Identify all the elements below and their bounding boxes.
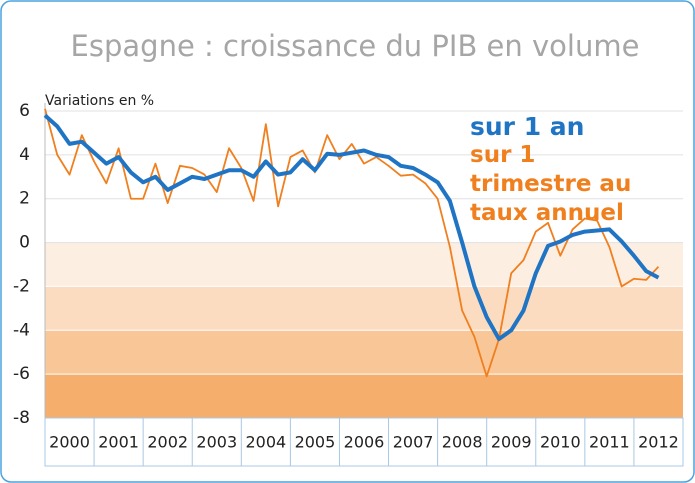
x-tick-label: 2007 (393, 433, 434, 452)
legend-entry: sur 1 trimestre au taux annuel (470, 142, 632, 226)
bands (45, 242, 683, 418)
y-tick-label: 0 (19, 233, 30, 253)
legend: sur 1 an sur 1 trimestre au taux annuel (470, 112, 660, 228)
x-tick-label: 2005 (295, 433, 336, 452)
band (45, 242, 683, 287)
y-tick-label: 6 (19, 101, 30, 121)
x-tick-label: 2008 (442, 433, 483, 452)
x-tick-label: 2011 (589, 433, 630, 452)
x-tick-label: 2010 (540, 433, 581, 452)
series-line (43, 113, 660, 342)
category-row (44, 417, 684, 467)
chart-title: Espagne : croissance du PIB en volume (71, 29, 640, 63)
y-tick-label: -6 (13, 364, 30, 384)
x-tick-label: 2001 (98, 433, 139, 452)
x-tick-label: 2003 (196, 433, 237, 452)
x-tick-label: 2002 (147, 433, 188, 452)
y-tick-label: -2 (13, 276, 30, 296)
band (45, 374, 683, 418)
x-tick-label: 2004 (245, 433, 286, 452)
grid: -8 -6 -4 -2 0 2 4 6 2000 2001 2002 2003 2004 2005 2006… (13, 101, 684, 467)
x-tick-label: 2000 (49, 433, 90, 452)
y-tick-label: -4 (13, 320, 30, 340)
x-tick-label: 2009 (491, 433, 532, 452)
band (45, 330, 683, 375)
y-tick-label: -8 (13, 408, 30, 428)
x-tick-label: 2006 (344, 433, 385, 452)
y-axis-label: Variations en % (45, 93, 154, 109)
y-tick-label: 4 (19, 145, 30, 165)
band (45, 286, 683, 331)
x-tick-label: 2012 (638, 433, 679, 452)
lines (43, 108, 660, 378)
y-tick-label: 2 (19, 189, 30, 209)
legend-entry: sur 1 an (470, 112, 585, 141)
